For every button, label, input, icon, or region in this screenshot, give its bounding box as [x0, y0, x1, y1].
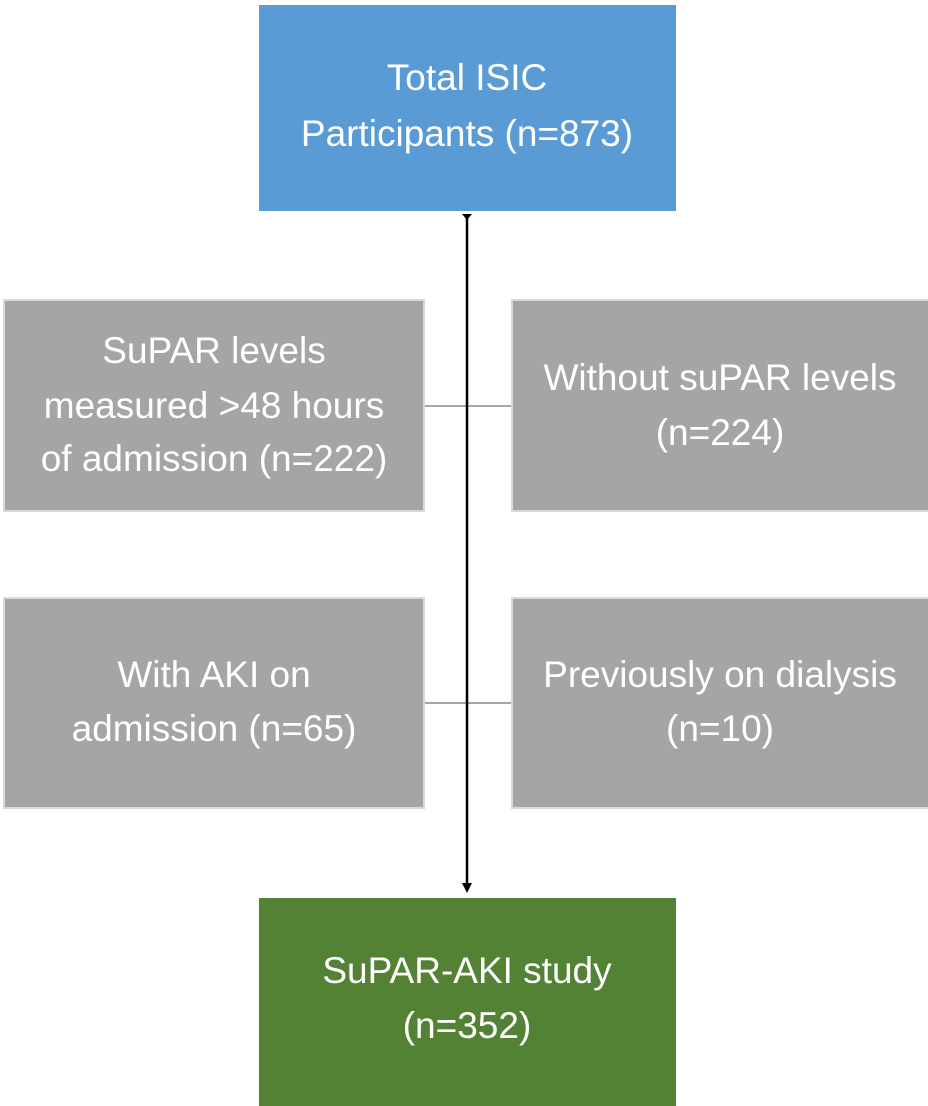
node-text: Without suPAR levels — [544, 357, 897, 398]
node-text: (n=224) — [656, 412, 785, 453]
arrow-tail — [462, 214, 472, 220]
node-text: of admission (n=222) — [41, 438, 388, 479]
node-text: admission (n=65) — [72, 708, 357, 749]
box-exclusion — [511, 299, 928, 512]
node-text: Previously on dialysis — [543, 654, 897, 695]
node-text: (n=10) — [666, 708, 774, 749]
node-text: measured >48 hours — [44, 385, 384, 426]
node-text: Total ISIC — [387, 57, 547, 98]
diagram: Total ISIC Participants (n=873) SuPAR le… — [3, 5, 928, 1106]
box-exclusion — [3, 299, 425, 512]
node-text: (n=352) — [403, 1005, 532, 1046]
box-exclusion — [3, 597, 425, 809]
box-final — [259, 898, 676, 1106]
node-text: With AKI on — [117, 654, 310, 695]
box-total — [259, 5, 676, 211]
node-text: Participants (n=873) — [301, 113, 633, 154]
node-text: SuPAR-AKI study — [322, 950, 612, 991]
box-exclusion — [511, 597, 928, 809]
node-text: SuPAR levels — [102, 330, 325, 371]
